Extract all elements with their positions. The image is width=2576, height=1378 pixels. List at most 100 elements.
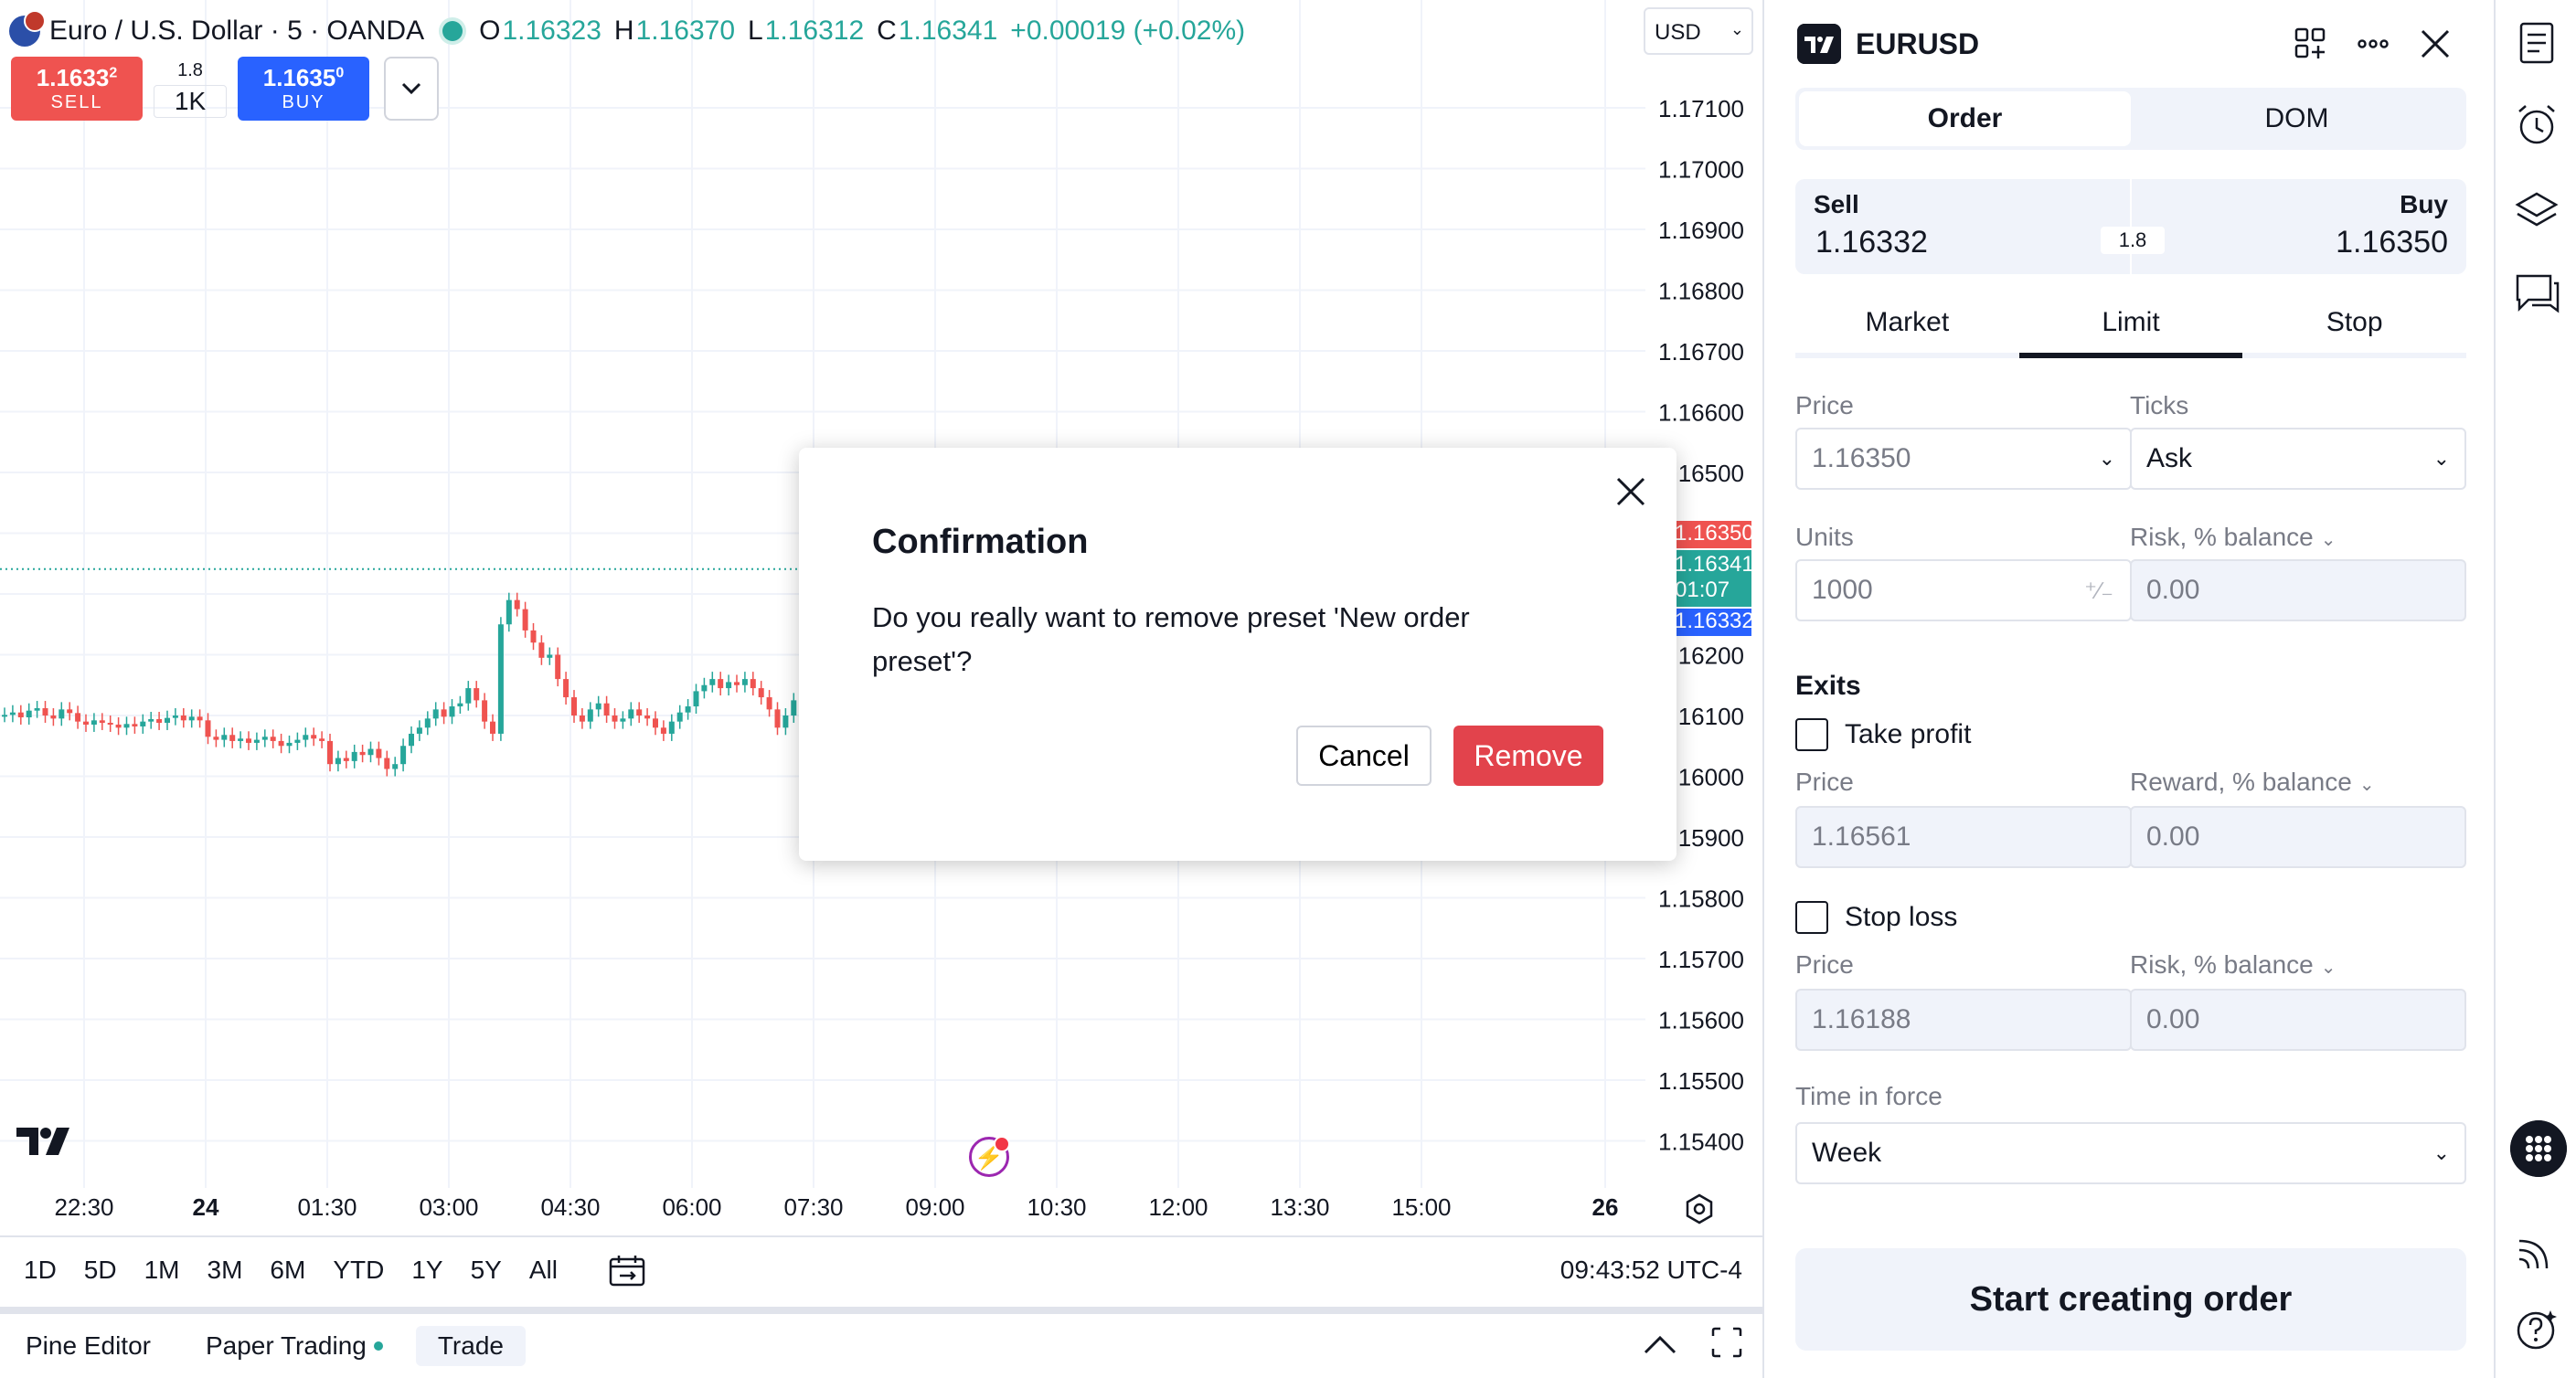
low-label: L [748, 16, 763, 46]
candle-body [522, 609, 528, 631]
chevron-up-icon[interactable] [1642, 1332, 1678, 1356]
risk-label[interactable]: Risk, % balance ⌄ [2130, 523, 2336, 552]
take-profit-checkbox[interactable] [1795, 718, 1828, 751]
apps-grid-icon[interactable] [2510, 1120, 2567, 1177]
quantity-box[interactable]: 1.8 1K [154, 57, 227, 121]
timeframe-5d[interactable]: 5D [83, 1256, 117, 1284]
time-axis-label: 15:00 [1391, 1193, 1451, 1221]
buy-button[interactable]: 1.16350 BUY [238, 57, 369, 121]
candle-body [555, 654, 561, 680]
add-layout-icon[interactable] [2293, 26, 2329, 62]
candle-body [319, 738, 325, 741]
tp-price-input[interactable]: 1.16561 [1795, 806, 2132, 868]
go-to-date-calendar-icon[interactable] [609, 1254, 645, 1287]
timeframe-1m[interactable]: 1M [144, 1256, 180, 1284]
candle-body [668, 721, 675, 734]
tradingview-logo-icon[interactable] [16, 1126, 75, 1157]
tab-trade[interactable]: Trade [415, 1326, 526, 1366]
layers-icon[interactable] [2514, 188, 2560, 234]
maximize-panel-icon[interactable] [1711, 1327, 1742, 1358]
watchlist-icon[interactable] [2514, 20, 2560, 66]
candle-body [636, 709, 643, 716]
take-profit-row[interactable]: Take profit [1795, 718, 1971, 751]
reward-input[interactable]: 0.00 [2130, 806, 2466, 868]
close-label: C [877, 16, 897, 46]
units-input[interactable]: 1000 ⁺∕₋ [1795, 559, 2132, 621]
last-price-tag: 1.16341 01:07 [1673, 550, 1754, 607]
candle-body [791, 700, 797, 716]
timeframe-ytd[interactable]: YTD [333, 1256, 385, 1284]
candle-body [335, 758, 341, 765]
close-value: 1.16341 [898, 16, 998, 46]
close-panel-icon[interactable] [2417, 26, 2454, 62]
start-creating-order-button[interactable]: Start creating order [1795, 1248, 2466, 1351]
sl-risk-label[interactable]: Risk, % balance ⌄ [2130, 950, 2336, 980]
timeframe-3m[interactable]: 3M [207, 1256, 243, 1284]
candle-body [286, 742, 293, 747]
chat-icon[interactable] [2514, 270, 2560, 316]
timeframe-1y[interactable]: 1Y [411, 1256, 443, 1284]
sell-quote-price[interactable]: 1.16332 [1815, 225, 1928, 260]
sell-button[interactable]: 1.16332 SELL [11, 57, 143, 121]
panel-symbol[interactable]: EURUSD [1856, 27, 1980, 60]
close-icon[interactable] [1613, 473, 1649, 510]
limit-price-value: 1.16350 [1812, 443, 1911, 473]
sell-quote-label[interactable]: Sell [1814, 190, 1859, 218]
time-axis-label: 13:30 [1270, 1193, 1329, 1221]
risk-input[interactable]: 0.00 [2130, 559, 2466, 621]
quantity-value[interactable]: 1K [154, 85, 227, 118]
confirmation-dialog: Confirmation Do you really want to remov… [799, 448, 1677, 861]
signal-broadcast-icon[interactable] [2514, 1228, 2560, 1274]
stop-loss-checkbox[interactable] [1795, 901, 1828, 934]
help-icon[interactable] [2514, 1307, 2560, 1352]
time-in-force-select[interactable]: Week ⌄ [1795, 1122, 2466, 1184]
ask-price-tag: 1.16350 [1673, 521, 1754, 548]
sl-price-input[interactable]: 1.16188 [1795, 989, 2132, 1051]
timeframe-6m[interactable]: 6M [270, 1256, 306, 1284]
candle-body [441, 709, 447, 717]
candle-body [409, 733, 414, 747]
buy-quote-price[interactable]: 1.16350 [2336, 225, 2448, 260]
tab-pine-editor[interactable]: Pine Editor [26, 1331, 151, 1361]
buy-quote-label[interactable]: Buy [2400, 190, 2448, 218]
plus-minus-icon[interactable]: ⁺∕₋ [2084, 577, 2113, 604]
sl-risk-input[interactable]: 0.00 [2130, 989, 2466, 1051]
candle-body [734, 682, 740, 685]
timeframe-all[interactable]: All [528, 1256, 558, 1284]
candle-body [587, 709, 593, 722]
candle-body [156, 718, 163, 723]
limit-price-input[interactable]: 1.16350 ⌄ [1795, 428, 2132, 490]
remove-button[interactable]: Remove [1453, 726, 1603, 786]
tab-dom[interactable]: DOM [2264, 103, 2329, 133]
chart-settings-icon[interactable] [1684, 1193, 1715, 1224]
tab-stop[interactable]: Stop [2326, 307, 2383, 337]
trade-options-button[interactable] [384, 57, 439, 121]
more-options-icon[interactable] [2355, 26, 2391, 62]
flash-alert-icon[interactable]: ⚡ [969, 1136, 1010, 1177]
candle-body [693, 691, 699, 707]
candle-body [188, 716, 195, 721]
stop-loss-row[interactable]: Stop loss [1795, 901, 1957, 934]
candle-body [432, 709, 439, 719]
currency-select[interactable]: USD ⌄ [1644, 7, 1753, 55]
chevron-down-icon: ⌄ [2320, 530, 2336, 550]
symbol-title[interactable]: Euro / U.S. Dollar · 5 · OANDA [49, 16, 425, 46]
ticks-select[interactable]: Ask ⌄ [2130, 428, 2466, 490]
reward-label[interactable]: Reward, % balance ⌄ [2130, 768, 2375, 797]
candle-body [465, 688, 472, 704]
timeframe-5y[interactable]: 5Y [470, 1256, 502, 1284]
sell-buy-quote: Sell 1.16332 1.8 Buy 1.16350 [1795, 179, 2466, 274]
alarm-clock-icon[interactable] [2514, 102, 2560, 148]
price-axis-label: 1.16900 [1658, 217, 1744, 244]
candle-body [595, 703, 601, 710]
tab-order[interactable]: Order [1799, 91, 2131, 146]
session-clock[interactable]: 09:43:52 UTC-4 [1559, 1256, 1742, 1284]
candle-body [9, 712, 16, 716]
cancel-button[interactable]: Cancel [1296, 726, 1432, 786]
tab-limit[interactable]: Limit [2018, 302, 2243, 358]
timeframe-1d[interactable]: 1D [24, 1256, 57, 1284]
high-value: 1.16370 [635, 16, 736, 46]
tab-market[interactable]: Market [1865, 307, 1950, 337]
sl-price-value: 1.16188 [1812, 1004, 1911, 1034]
tab-paper-trading[interactable]: Paper Trading [206, 1331, 383, 1361]
